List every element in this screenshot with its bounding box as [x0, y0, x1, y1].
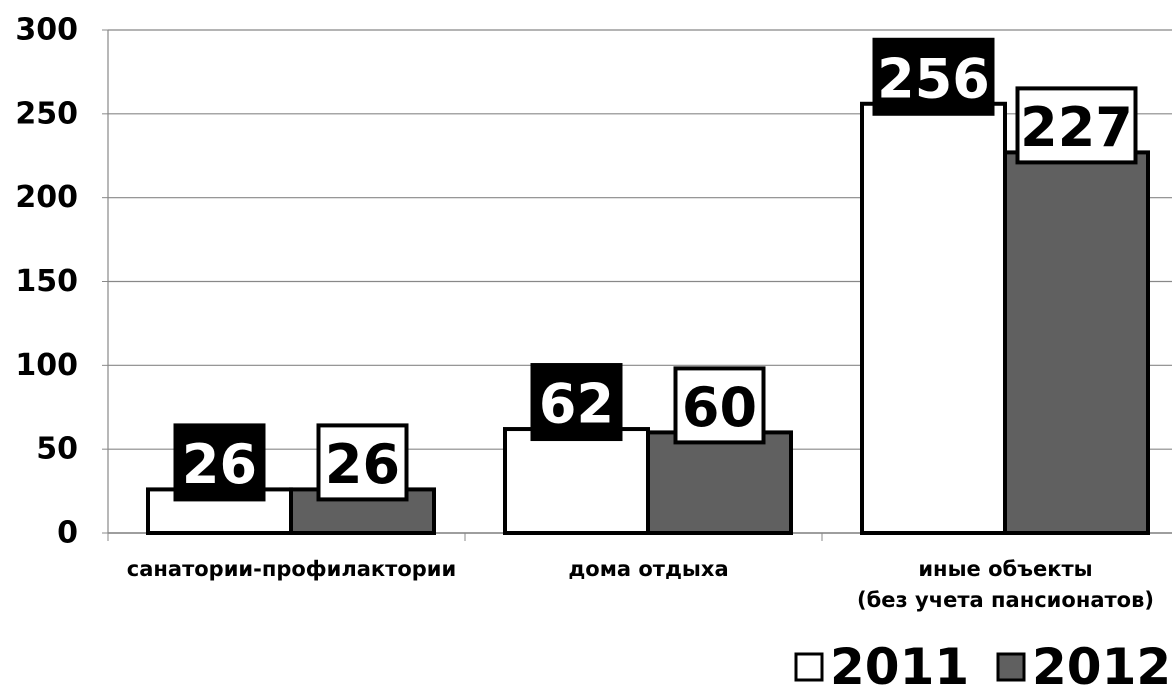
y-tick-label: 0	[57, 516, 78, 551]
legend-swatch	[996, 652, 1026, 682]
y-tick-label: 50	[36, 432, 78, 467]
bar	[1003, 150, 1150, 535]
legend-swatch	[794, 652, 824, 682]
value-label: 60	[682, 376, 757, 439]
value-label-box	[673, 366, 766, 445]
legend-label: 2012	[1032, 638, 1171, 689]
value-label: 26	[182, 433, 257, 496]
value-label: 26	[325, 433, 400, 496]
value-label: 227	[1020, 96, 1133, 159]
legend-label: 2011	[830, 638, 969, 689]
bar	[860, 101, 1007, 535]
y-tick-label: 150	[15, 264, 78, 299]
y-tick-label: 300	[15, 13, 78, 48]
value-label: 62	[539, 373, 614, 436]
bar	[646, 430, 793, 535]
x-tick-label: иные объекты (без учета пансионатов)	[857, 557, 1154, 612]
value-label-box	[173, 423, 266, 502]
y-tick-label: 100	[15, 348, 78, 383]
y-tick-label: 200	[15, 180, 78, 215]
value-label-box	[316, 423, 409, 502]
y-tick-label: 250	[15, 96, 78, 131]
value-label-box	[530, 363, 623, 442]
value-label-box	[1015, 86, 1138, 165]
value-label: 256	[877, 47, 990, 110]
bar	[503, 427, 650, 535]
value-label-box	[872, 37, 995, 116]
x-tick-label: дома отдыха	[568, 557, 729, 581]
x-tick-label: санатории-профилактории	[126, 557, 457, 581]
